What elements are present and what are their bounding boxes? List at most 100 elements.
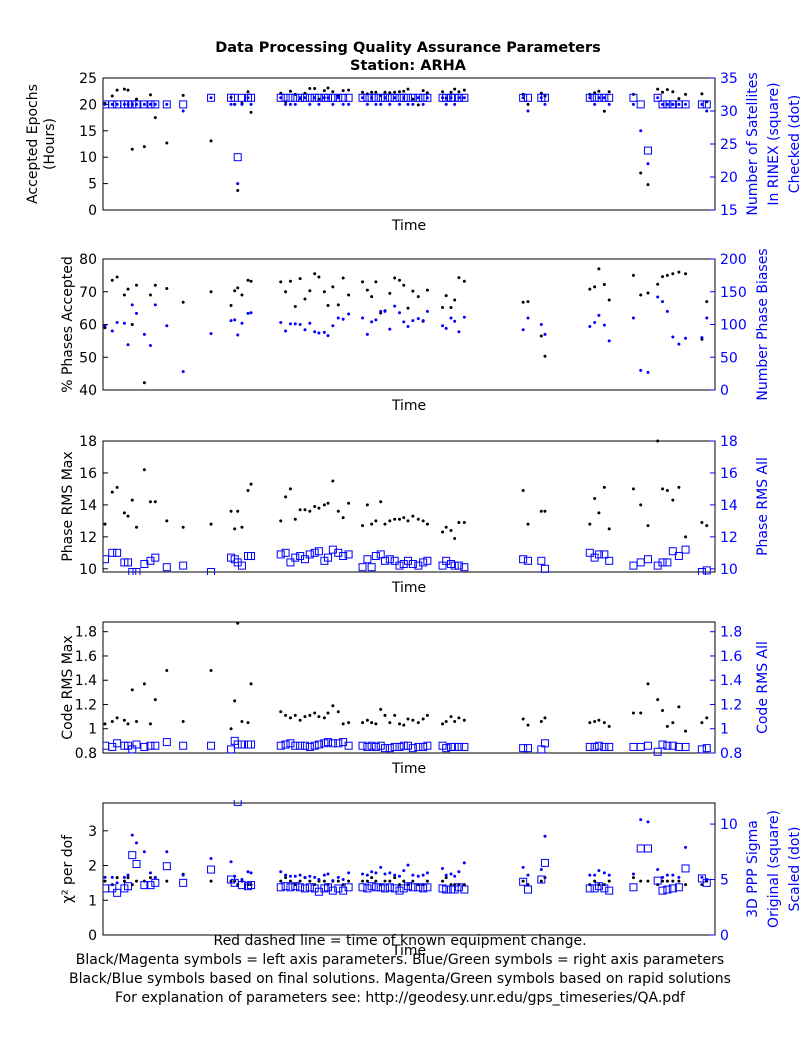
- data-point-dot: [279, 96, 283, 100]
- data-point-dot: [313, 272, 317, 276]
- data-point-dot: [398, 722, 402, 726]
- data-point-dot: [661, 275, 665, 279]
- data-point-square: [371, 742, 380, 751]
- data-point-dot: [449, 715, 453, 719]
- data-point-dot: [233, 102, 237, 106]
- right-tick-label: 12: [720, 530, 738, 546]
- footer-note-solutions: Black/Blue symbols based on final soluti…: [69, 971, 731, 987]
- data-point-dot: [370, 870, 374, 874]
- data-point-dot: [398, 311, 402, 315]
- data-point-square: [296, 883, 305, 892]
- data-point-dot: [115, 876, 119, 880]
- data-point-dot: [126, 287, 130, 291]
- data-point-square: [300, 741, 309, 750]
- data-point-dot: [462, 718, 466, 722]
- data-point-square: [450, 885, 459, 894]
- data-point-square: [643, 555, 652, 564]
- data-point-square: [594, 882, 603, 891]
- data-point-dot: [249, 279, 253, 283]
- data-point-dot: [597, 511, 601, 515]
- data-point-dot: [393, 713, 397, 717]
- data-point-dot: [288, 874, 292, 878]
- data-point-dot: [322, 290, 326, 294]
- data-point-square: [276, 93, 285, 102]
- data-point-dot: [453, 102, 457, 106]
- data-point-dot: [684, 729, 688, 733]
- data-point-dot: [406, 102, 410, 106]
- data-point-dot: [543, 834, 547, 838]
- data-point-dot: [246, 96, 250, 100]
- right-axis-label: Code RMS All: [755, 641, 771, 734]
- data-point-dot: [115, 716, 119, 720]
- data-point-dot: [661, 300, 665, 304]
- data-point-dot: [153, 116, 157, 120]
- data-point-dot: [665, 489, 669, 493]
- data-point-dot: [700, 92, 704, 96]
- plot-frame: [102, 440, 716, 573]
- data-point-dot: [684, 535, 688, 539]
- data-point-dot: [298, 96, 302, 100]
- data-point-dot: [279, 870, 283, 874]
- data-point-dot: [153, 102, 157, 106]
- data-point-dot: [293, 713, 297, 717]
- data-point-dot: [341, 317, 345, 321]
- data-point-square: [124, 882, 133, 891]
- data-point-dot: [122, 718, 126, 722]
- data-point-dot: [677, 270, 681, 274]
- data-point-square: [668, 741, 677, 750]
- data-point-dot: [416, 721, 420, 725]
- data-point-dot: [646, 183, 650, 187]
- data-point-square: [674, 552, 683, 561]
- data-point-dot: [284, 102, 288, 106]
- data-point-dot: [313, 87, 317, 91]
- data-point-dot: [331, 879, 335, 883]
- data-point-dot: [361, 872, 365, 876]
- data-point-square: [519, 93, 528, 102]
- right-tick-label: 16: [720, 466, 738, 482]
- data-point-dot: [293, 102, 297, 106]
- data-point-dot: [379, 309, 383, 313]
- data-point-dot: [209, 290, 213, 294]
- data-point-dot: [135, 525, 139, 529]
- data-point-square: [376, 550, 385, 559]
- data-point-dot: [110, 94, 114, 98]
- data-point-dot: [374, 871, 378, 875]
- right-tick-label: 5: [720, 873, 729, 889]
- data-point-dot: [705, 316, 709, 320]
- data-point-dot: [303, 875, 307, 879]
- data-point-dot: [406, 87, 410, 91]
- data-point-dot: [597, 718, 601, 722]
- data-point-dot: [646, 879, 650, 883]
- data-point-dot: [444, 876, 448, 880]
- data-point-dot: [607, 90, 611, 94]
- data-point-dot: [229, 727, 233, 731]
- x-axis-label: Time: [391, 761, 426, 777]
- data-point-square: [247, 881, 256, 890]
- data-point-dot: [462, 96, 466, 100]
- data-point-dot: [539, 509, 543, 513]
- data-point-square: [702, 744, 711, 753]
- data-point-dot: [588, 287, 592, 291]
- data-point-dot: [103, 324, 107, 328]
- data-point-square: [385, 883, 394, 892]
- right-tick-label: 14: [720, 498, 738, 514]
- data-point-dot: [293, 883, 297, 887]
- data-point-square: [681, 545, 690, 554]
- data-point-dot: [677, 875, 681, 879]
- data-point-dot: [441, 324, 445, 328]
- chart-panel-3: 10 12 14 16 18 10 12 14 16 18 Time Phase RMS Max Pha…: [60, 434, 771, 596]
- data-point-dot: [607, 724, 611, 728]
- data-point-square: [663, 558, 672, 567]
- data-point-dot: [246, 90, 250, 94]
- x-axis-label: Time: [391, 943, 426, 959]
- left-tick-label: 10: [79, 150, 97, 166]
- data-point-square: [537, 556, 546, 565]
- figure-title: Data Processing Quality Assurance Parame…: [215, 40, 601, 56]
- data-point-dot: [631, 102, 635, 106]
- data-point-square: [404, 882, 412, 891]
- data-point-square: [380, 884, 389, 893]
- right-axis-label: Number of Satellites: [745, 72, 761, 215]
- data-point-dot: [236, 621, 240, 625]
- data-point-square: [399, 884, 408, 893]
- data-point-dot: [646, 524, 650, 528]
